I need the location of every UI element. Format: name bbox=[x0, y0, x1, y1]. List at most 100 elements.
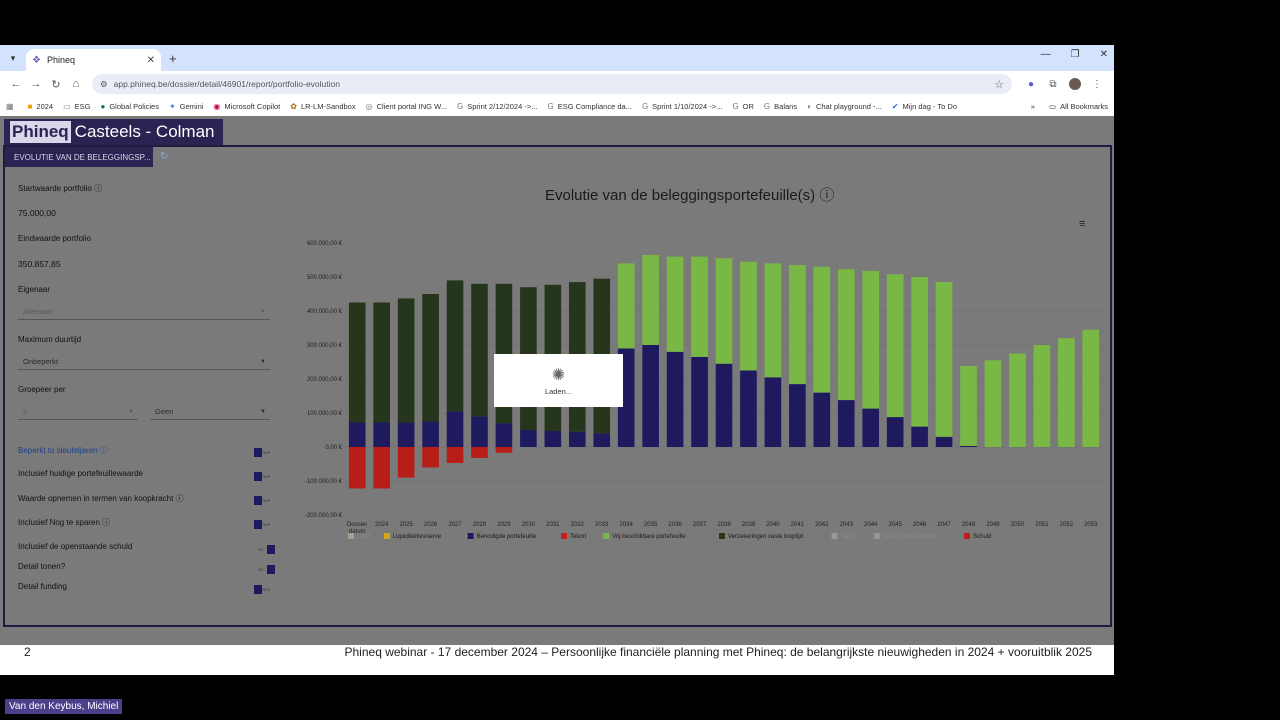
more-bookmarks-icon[interactable]: » bbox=[1030, 102, 1035, 111]
detail-funding-toggle[interactable]: Nee bbox=[254, 584, 276, 594]
apps-grid-icon[interactable]: ▦ bbox=[6, 102, 14, 111]
bar-benodigde-portefeuille bbox=[764, 377, 782, 447]
tab-portfolio-evolution[interactable]: EVOLUTIE VAN DE BELEGGINGSP... bbox=[5, 147, 153, 167]
bookmark-item[interactable]: ◉ Microsoft Copilot bbox=[213, 102, 281, 111]
bar-schuld bbox=[373, 447, 390, 489]
y-tick-label: 300.000,00 € bbox=[307, 343, 343, 349]
y-tick-label: -100.000,00 € bbox=[305, 479, 343, 485]
bar-benodigde-portefeuille bbox=[642, 345, 659, 447]
legend-item: Liquiditeitsreserve bbox=[393, 534, 442, 540]
bookmark-item[interactable]: ▭ ESG bbox=[63, 102, 91, 111]
app-area: Phineq Casteels - Colman EVOLUTIE VAN DE… bbox=[0, 116, 1114, 675]
bookmark-item[interactable]: ✿ LR-LM-Sandbox bbox=[290, 102, 356, 111]
browser-tab[interactable]: ❖ Phineq ✕ bbox=[26, 49, 161, 71]
bookmark-item[interactable]: ◎ Client portal ING W... bbox=[365, 102, 447, 111]
x-tick-label: 2030 bbox=[522, 522, 536, 528]
home-icon[interactable]: ⌂ bbox=[72, 78, 80, 90]
new-tab-icon[interactable]: + bbox=[169, 50, 177, 66]
tab-search-icon[interactable]: ▾ bbox=[10, 52, 16, 63]
all-bookmarks[interactable]: All Bookmarks bbox=[1060, 102, 1108, 111]
bar-benodigde-portefeuille bbox=[813, 392, 831, 447]
y-tick-label: -200.000,00 € bbox=[305, 513, 343, 519]
purchasing-power-toggle[interactable]: Nee bbox=[254, 495, 276, 505]
info-icon[interactable]: ⓘ bbox=[819, 187, 835, 204]
x-tick-label: 2033 bbox=[595, 522, 609, 528]
bookmark-item[interactable]: G Sprint 1/10/2024 ->... bbox=[641, 102, 723, 111]
x-tick-label: 2025 bbox=[399, 522, 413, 528]
group-number-select[interactable]: 5 ▼ bbox=[18, 404, 138, 420]
bookmark-star-icon[interactable]: ☆ bbox=[994, 78, 1004, 91]
debt-toggle[interactable]: Ja bbox=[258, 544, 280, 554]
app-header: Phineq Casteels - Colman bbox=[4, 119, 223, 145]
group-by-select[interactable]: Geen ▼ bbox=[150, 404, 270, 420]
bookmark-item[interactable]: G Balans bbox=[763, 102, 798, 111]
bar-vrij-beschikbare-portefeuille bbox=[764, 263, 782, 378]
x-tick-label: 2028 bbox=[473, 522, 487, 528]
close-tab-icon[interactable]: ✕ bbox=[146, 54, 155, 66]
bar-verzekeringen-vaste-looptijd bbox=[471, 283, 488, 417]
minimize-icon[interactable]: — bbox=[1040, 49, 1051, 60]
x-tick-label: 2026 bbox=[424, 522, 438, 528]
slide-number: 2 bbox=[24, 645, 31, 659]
chart-menu-icon[interactable]: ≡ bbox=[1079, 218, 1086, 230]
x-tick-label: 2029 bbox=[497, 522, 511, 528]
bar-vrij-beschikbare-portefeuille bbox=[617, 263, 635, 349]
chevron-down-icon: ▼ bbox=[128, 408, 134, 415]
bookmark-item[interactable]: ✦ Gemini bbox=[168, 102, 204, 111]
legend-swatch bbox=[383, 533, 390, 539]
group-label: Groepeer per bbox=[18, 385, 66, 394]
speaker-name-badge: Van den Keybus, Michiel bbox=[5, 699, 123, 714]
bar-vrij-beschikbare-portefeuille bbox=[642, 254, 659, 345]
extensions-puzzle-icon[interactable]: ⧉ bbox=[1049, 78, 1057, 90]
key-years-toggle[interactable]: Nee bbox=[254, 447, 276, 457]
client-name: Casteels - Colman bbox=[74, 122, 215, 141]
browser-menu-icon[interactable]: ⋮ bbox=[1092, 78, 1102, 90]
current-value-toggle[interactable]: Nee bbox=[254, 471, 276, 481]
info-icon: ⓘ bbox=[102, 518, 111, 527]
bookmark-item[interactable]: ◐ Chat playground -... bbox=[807, 102, 882, 111]
x-tick-label: 2034 bbox=[620, 522, 634, 528]
bar-vrij-beschikbare-portefeuille bbox=[1058, 338, 1075, 447]
reload-icon[interactable]: ↻ bbox=[51, 78, 61, 91]
still-to-save-toggle[interactable]: Nee bbox=[254, 519, 276, 529]
bar-vrij-beschikbare-portefeuille bbox=[691, 256, 708, 357]
bar-benodigde-portefeuille bbox=[862, 408, 880, 447]
show-detail-toggle[interactable]: Ja bbox=[258, 564, 280, 574]
bookmark-item[interactable]: ✔ Mijn dag - To Do bbox=[891, 102, 957, 111]
window-close-icon[interactable]: ✕ bbox=[1099, 49, 1108, 60]
address-bar[interactable]: ⚙ app.phineq.be/dossier/detail/46901/rep… bbox=[92, 74, 1012, 94]
site-info-icon[interactable]: ⚙ bbox=[100, 78, 108, 89]
bar-vrij-beschikbare-portefeuille bbox=[935, 282, 953, 437]
extension-icon[interactable]: ● bbox=[1027, 78, 1035, 90]
duration-select[interactable]: Onbeperkt ▼ bbox=[18, 354, 270, 370]
bookmark-item[interactable]: ● Global Policies bbox=[100, 102, 159, 111]
portfolio-evolution-chart: 600.000,00 € 500.000,00 € 400.000,00 € 300.… bbox=[305, 241, 1103, 540]
bookmark-item[interactable]: G Sprint 2/12/2024 ->... bbox=[457, 102, 538, 111]
x-tick-label: 2039 bbox=[742, 522, 756, 528]
bar-benodigde-portefeuille bbox=[837, 400, 855, 447]
bar-benodigde-portefeuille bbox=[544, 431, 562, 447]
profile-avatar[interactable] bbox=[1069, 78, 1081, 90]
y-tick-label: 200.000,00 € bbox=[307, 377, 343, 383]
phineq-favicon-icon: ❖ bbox=[32, 54, 41, 66]
refresh-icon[interactable]: ↻ bbox=[160, 151, 169, 162]
legend-item: Tak 23 vaste looptijd bbox=[883, 534, 937, 540]
x-tick-label: 2051 bbox=[1035, 522, 1049, 528]
x-tick-label: Dossier bbox=[347, 522, 367, 528]
bookmarks-bar: ▦ ■ 2024 ▭ ESG ● Global Policies ✦ Gemini ◉ M… bbox=[0, 97, 1114, 116]
bar-schuld bbox=[446, 447, 464, 463]
owner-select[interactable]: Allemaal ▼ bbox=[18, 304, 270, 320]
x-tick-label: 2047 bbox=[937, 522, 951, 528]
loading-text: Laden... bbox=[544, 387, 573, 396]
back-icon[interactable]: ← bbox=[10, 78, 22, 90]
bar-benodigde-portefeuille bbox=[495, 423, 513, 447]
restore-icon[interactable]: ❐ bbox=[1070, 49, 1080, 60]
bookmark-item[interactable]: G OR bbox=[732, 102, 754, 111]
y-tick-label: 500.000,00 € bbox=[307, 275, 343, 281]
bookmark-item[interactable]: ■ 2024 bbox=[27, 102, 54, 111]
forward-icon[interactable]: → bbox=[30, 78, 42, 90]
legend-swatch bbox=[831, 533, 838, 539]
bar-vrij-beschikbare-portefeuille bbox=[960, 366, 977, 446]
bookmark-item[interactable]: G ESG Compliance da... bbox=[547, 102, 632, 111]
bar-vrij-beschikbare-portefeuille bbox=[911, 277, 928, 427]
